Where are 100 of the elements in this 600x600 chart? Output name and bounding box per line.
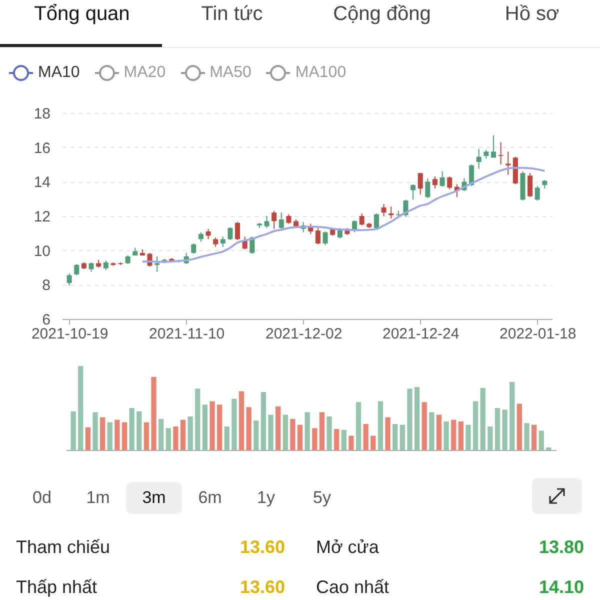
candlestick [213, 236, 218, 248]
candlestick [374, 212, 379, 230]
bar [312, 428, 318, 450]
bar [78, 366, 84, 450]
bar [326, 416, 332, 450]
y-tick-label: 18 [34, 106, 50, 122]
bar [436, 414, 442, 450]
candlestick [88, 262, 94, 272]
candlestick [103, 260, 108, 271]
y-tick-label: 16 [34, 140, 50, 157]
candlestick [74, 264, 80, 276]
candlestick [235, 222, 240, 241]
text: Hồ sơ [504, 3, 560, 26]
candlestick [359, 212, 364, 226]
candlestick [447, 176, 452, 190]
bar [122, 422, 128, 450]
candlestick [432, 176, 438, 190]
bar [494, 408, 500, 450]
bar [114, 420, 120, 450]
bar [100, 417, 106, 450]
bar [144, 422, 150, 450]
bar [107, 422, 112, 450]
candlestick [198, 232, 204, 242]
candlestick [506, 151, 511, 176]
bar [516, 404, 522, 450]
bar [510, 382, 515, 450]
text: Cộng đồng [332, 3, 432, 26]
bar [260, 392, 266, 450]
candlestick [315, 228, 320, 245]
text: 6m [197, 487, 223, 509]
candlestick [154, 256, 160, 272]
bar [466, 424, 471, 450]
bar [400, 424, 405, 450]
bar [488, 426, 493, 450]
bar [304, 412, 310, 450]
x-tick-label: 2021-10-19 [31, 326, 108, 342]
bar [363, 424, 368, 450]
bar [195, 388, 200, 450]
candlestick [272, 210, 277, 230]
bar [458, 421, 464, 450]
candlestick [490, 134, 496, 158]
bar [180, 420, 186, 450]
text: MA20 [124, 64, 166, 82]
candlestick [286, 214, 292, 224]
candlestick [322, 230, 328, 246]
bar [472, 401, 478, 450]
text: 0d [32, 487, 52, 509]
bar [319, 412, 325, 450]
candlestick [264, 216, 270, 229]
candlestick [425, 178, 430, 198]
bar [502, 410, 508, 450]
text: Mở cửa [316, 537, 379, 558]
text: 1m [85, 487, 111, 509]
text: Tin tức [200, 3, 264, 26]
y-tick-label: 12 [34, 208, 50, 226]
bar [238, 391, 244, 450]
text: MA100 [295, 64, 346, 82]
candlestick [498, 142, 504, 165]
bar [385, 417, 390, 450]
bar [151, 376, 156, 450]
bar [451, 420, 456, 450]
bar [268, 414, 274, 450]
bar [414, 387, 420, 450]
bar [202, 404, 208, 450]
candlestick [278, 212, 284, 230]
text: 13.60 [240, 577, 285, 598]
text: 14.10 [538, 577, 584, 598]
bar [538, 430, 544, 450]
bar [429, 412, 434, 450]
text: 5y [312, 487, 332, 509]
text: 1y [256, 487, 276, 509]
bar [532, 424, 537, 450]
bar [129, 408, 134, 450]
bar [444, 421, 449, 450]
bar [276, 406, 281, 450]
bar [422, 402, 427, 450]
bar [334, 429, 340, 450]
bar [85, 427, 90, 450]
text: MA50 [210, 64, 252, 82]
bar [210, 401, 215, 450]
bar [356, 402, 362, 450]
candlestick [476, 148, 482, 170]
x-tick-label: 2021-12-24 [382, 326, 460, 342]
text: Tham chiếu [16, 537, 110, 558]
y-tick-label: 10 [34, 242, 50, 260]
candlestick [66, 273, 72, 286]
bar [407, 388, 412, 450]
text: Tổng quan [33, 3, 131, 26]
candlestick [528, 172, 533, 198]
bar [290, 418, 296, 450]
candlestick [410, 184, 416, 200]
bar [524, 423, 530, 450]
bar [92, 412, 98, 450]
x-tick-label: 2022-01-18 [500, 326, 576, 342]
bar [370, 436, 376, 450]
candlestick [440, 170, 445, 188]
text: 3m [126, 482, 182, 514]
bar [232, 398, 237, 450]
candlestick [228, 226, 233, 241]
x-tick-label: 2021-11-10 [149, 326, 225, 342]
